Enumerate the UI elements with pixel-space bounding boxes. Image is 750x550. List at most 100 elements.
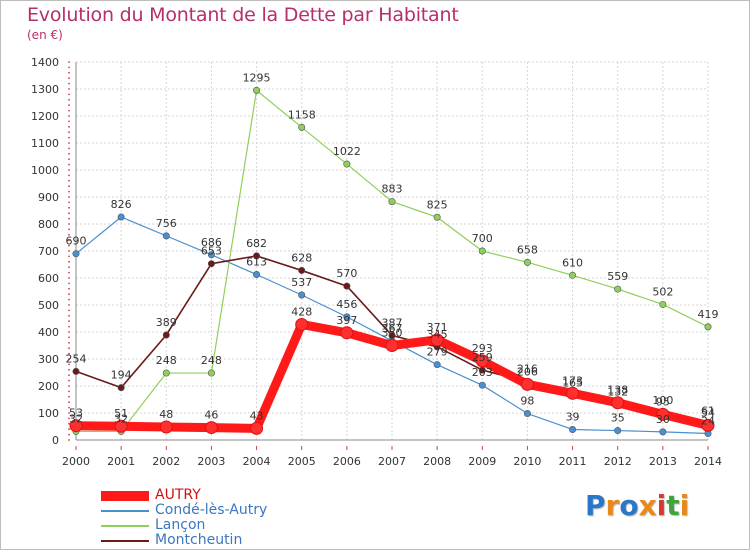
data-label-montcheutin: 570: [336, 267, 357, 280]
data-point-cond-l-s-autry: [478, 381, 486, 389]
data-label-autry: 173: [562, 374, 583, 387]
y-minor-tick: [68, 136, 70, 139]
y-minor-tick: [68, 163, 70, 166]
y-tick-label: 400: [38, 326, 59, 339]
data-label-cond-l-s-autry: 279: [427, 346, 448, 359]
y-minor-tick: [68, 174, 70, 177]
y-minor-tick: [68, 239, 70, 242]
y-minor-tick: [68, 169, 70, 171]
y-minor-tick: [68, 142, 70, 144]
y-minor-tick: [68, 287, 70, 290]
legend-label-conde: Condé-lès-Autry: [155, 502, 268, 518]
y-minor-tick: [68, 152, 70, 155]
chart-subtitle: (en €): [27, 28, 63, 42]
y-tick-label: 900: [38, 191, 59, 204]
data-point-cond-l-s-autry: [207, 251, 215, 259]
data-label-autry: 51: [114, 407, 128, 420]
data-point-cond-l-s-autry: [569, 425, 577, 433]
legend-label-montcheutin: Montcheutin: [155, 532, 243, 548]
y-minor-tick: [68, 390, 70, 393]
data-point-autry: [204, 421, 218, 435]
y-minor-tick: [68, 379, 70, 382]
data-point-autry: [295, 317, 309, 331]
y-tick-label: 700: [38, 245, 59, 258]
data-label-lan-on: 32: [69, 412, 83, 425]
x-tick-label: 2002: [152, 455, 180, 468]
data-point-autry: [611, 396, 625, 410]
logo-letter: o: [619, 489, 639, 522]
y-tick-label: 1100: [31, 137, 59, 150]
data-point-cond-l-s-autry: [659, 428, 667, 436]
y-minor-tick: [68, 158, 70, 161]
data-label-autry: 54: [701, 406, 715, 419]
y-minor-tick: [68, 320, 70, 323]
y-minor-tick: [68, 293, 70, 296]
data-label-montcheutin: 194: [111, 369, 132, 382]
x-tick-label: 2004: [243, 455, 271, 468]
legend-swatch-conde: [101, 510, 149, 512]
y-minor-tick: [68, 277, 70, 279]
y-minor-tick: [68, 147, 70, 150]
data-point-cond-l-s-autry: [433, 361, 441, 369]
y-minor-tick: [68, 125, 70, 128]
legend-swatch-autry: [101, 491, 149, 501]
y-tick-label: 800: [38, 218, 59, 231]
data-point-autry: [475, 354, 489, 368]
y-minor-tick: [68, 88, 70, 90]
data-point-cond-l-s-autry: [298, 291, 306, 299]
y-minor-tick: [68, 325, 70, 328]
data-label-cond-l-s-autry: 537: [291, 276, 312, 289]
y-minor-tick: [68, 412, 70, 414]
data-label-montcheutin: 100: [652, 394, 673, 407]
data-label-autry: 46: [204, 409, 218, 422]
data-label-montcheutin: 387: [382, 317, 403, 330]
data-label-cond-l-s-autry: 613: [246, 255, 267, 268]
y-minor-tick: [68, 309, 70, 312]
data-point-autry: [520, 377, 534, 391]
data-point-autry: [566, 386, 580, 400]
y-minor-tick: [68, 331, 70, 333]
y-tick-label: 100: [38, 407, 59, 420]
data-label-montcheutin: 132: [607, 385, 628, 398]
data-point-montcheutin: [162, 331, 170, 339]
data-label-autry: 371: [427, 321, 448, 334]
data-label-cond-l-s-autry: 367: [382, 322, 403, 335]
y-minor-tick: [68, 212, 70, 215]
data-point-autry: [701, 418, 715, 432]
data-label-montcheutin: 628: [291, 251, 312, 264]
legend-swatch-montcheutin: [101, 540, 149, 542]
y-tick-label: 200: [38, 380, 59, 393]
y-minor-tick: [68, 385, 70, 387]
y-minor-tick: [68, 228, 70, 231]
data-label-lan-on: 1295: [243, 71, 271, 84]
data-label-lan-on: 248: [156, 354, 177, 367]
y-tick-label: 1200: [31, 110, 59, 123]
x-tick-label: 2003: [197, 455, 225, 468]
data-point-cond-l-s-autry: [253, 270, 261, 278]
data-point-autry: [385, 339, 399, 352]
y-minor-tick: [68, 282, 70, 285]
data-point-montcheutin: [117, 384, 125, 392]
data-point-montcheutin: [207, 260, 215, 268]
logo-letter: r: [605, 489, 620, 522]
data-point-lan-on: [162, 369, 170, 377]
data-point-montcheutin: [298, 266, 306, 274]
y-tick-label: 1000: [31, 164, 59, 177]
data-label-autry: 48: [159, 408, 173, 421]
y-minor-tick: [68, 185, 70, 188]
y-minor-tick: [68, 61, 70, 63]
data-point-lan-on: [298, 123, 306, 131]
data-point-cond-l-s-autry: [117, 213, 125, 221]
data-label-cond-l-s-autry: 690: [66, 235, 87, 248]
data-label-lan-on: 700: [472, 232, 493, 245]
y-minor-tick: [68, 341, 70, 344]
chart-title: Evolution du Montant de la Dette par Hab…: [27, 4, 459, 26]
data-label-montcheutin: 345: [427, 328, 448, 341]
y-tick-label: 500: [38, 299, 59, 312]
y-minor-tick: [68, 401, 70, 404]
data-label-montcheutin: 254: [66, 352, 87, 365]
y-minor-tick: [68, 93, 70, 96]
data-point-montcheutin: [343, 282, 351, 290]
data-label-montcheutin: 165: [562, 376, 583, 389]
y-minor-tick: [68, 368, 70, 371]
